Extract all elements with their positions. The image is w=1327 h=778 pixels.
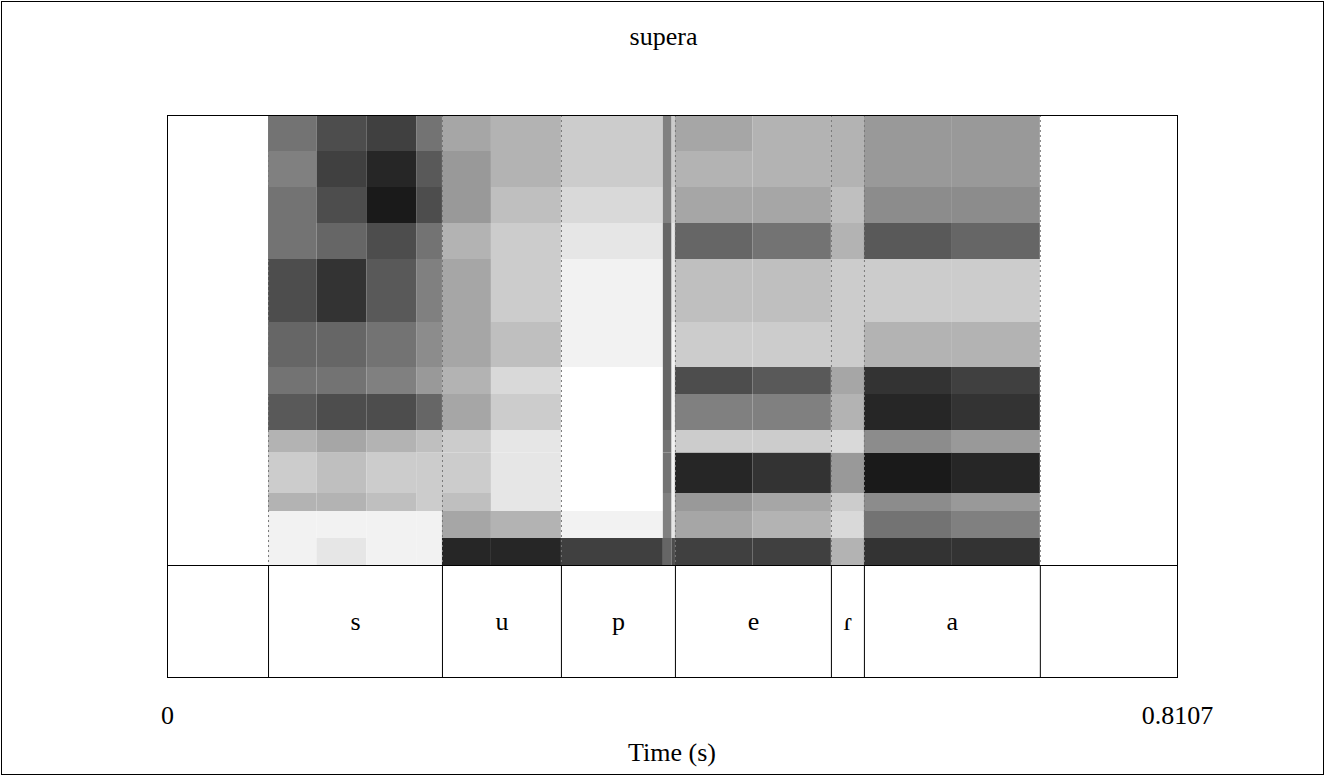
- svg-text:0.8107: 0.8107: [1142, 701, 1214, 730]
- svg-text:a: a: [947, 607, 959, 636]
- svg-text:u: u: [495, 607, 508, 636]
- svg-text:ɾ: ɾ: [844, 607, 853, 636]
- html-text:Time (s): Time (s): [628, 738, 716, 767]
- svg-text:0: 0: [161, 701, 174, 730]
- svg-text:e: e: [748, 607, 760, 636]
- svg-text:s: s: [350, 607, 360, 636]
- html-text:supera: supera: [629, 22, 698, 51]
- svg-text:p: p: [612, 607, 625, 636]
